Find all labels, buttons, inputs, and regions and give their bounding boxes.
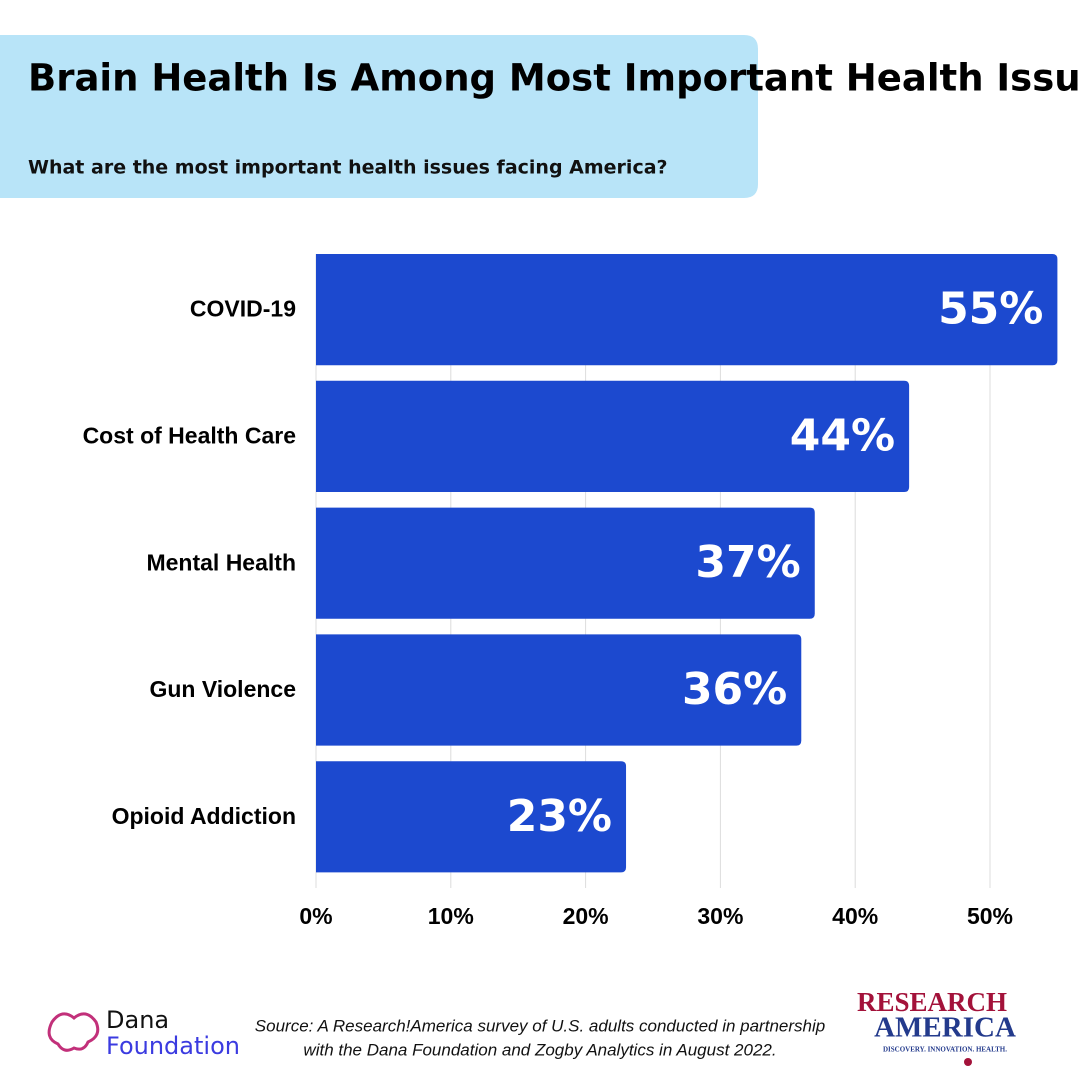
category-label: Gun Violence	[149, 676, 296, 702]
value-label: 23%	[507, 791, 612, 842]
x-tick-label: 0%	[299, 903, 332, 929]
bar	[316, 380, 910, 493]
value-label: 44%	[790, 410, 895, 461]
logo-text: Foundation	[106, 1032, 240, 1060]
chart-title: Brain Health Is Among Most Important Hea…	[28, 57, 1080, 100]
chart-subtitle: What are the most important health issue…	[28, 157, 668, 179]
research-america-logo: RESEARCH AMERICA DISCOVERY. INNOVATION. …	[857, 987, 1016, 1066]
value-label: 55%	[938, 284, 1043, 335]
source: Source: A Research!America survey of U.S…	[255, 1016, 825, 1035]
logo-text: RESEARCH	[857, 987, 1007, 1017]
bar	[316, 254, 1058, 366]
bar	[316, 634, 802, 746]
x-tick-label: 10%	[428, 903, 474, 929]
x-tick-label: 20%	[563, 903, 609, 929]
category-label: Mental Health	[146, 549, 296, 575]
bar	[316, 761, 627, 873]
title-box	[0, 35, 758, 198]
logo-text: Dana	[106, 1006, 169, 1034]
logo-text: AMERICA	[874, 1012, 1016, 1044]
category-label: Cost of Health Care	[83, 422, 296, 448]
value-label: 37%	[695, 537, 800, 588]
logo-dot	[964, 1058, 972, 1066]
logo-text: DISCOVERY. INNOVATION. HEALTH.	[883, 1046, 1007, 1054]
x-tick-label: 30%	[697, 903, 743, 929]
category-label: COVID-19	[190, 296, 296, 322]
x-tick-label: 50%	[967, 903, 1013, 929]
x-tick-label: 40%	[832, 903, 878, 929]
category-label: Opioid Addiction	[112, 803, 296, 829]
brain-icon	[47, 1012, 100, 1052]
bar	[316, 507, 815, 619]
dana-logo: Dana Foundation	[47, 1006, 240, 1060]
value-label: 36%	[682, 664, 787, 715]
source: with the Dana Foundation and Zogby Analy…	[303, 1040, 776, 1059]
